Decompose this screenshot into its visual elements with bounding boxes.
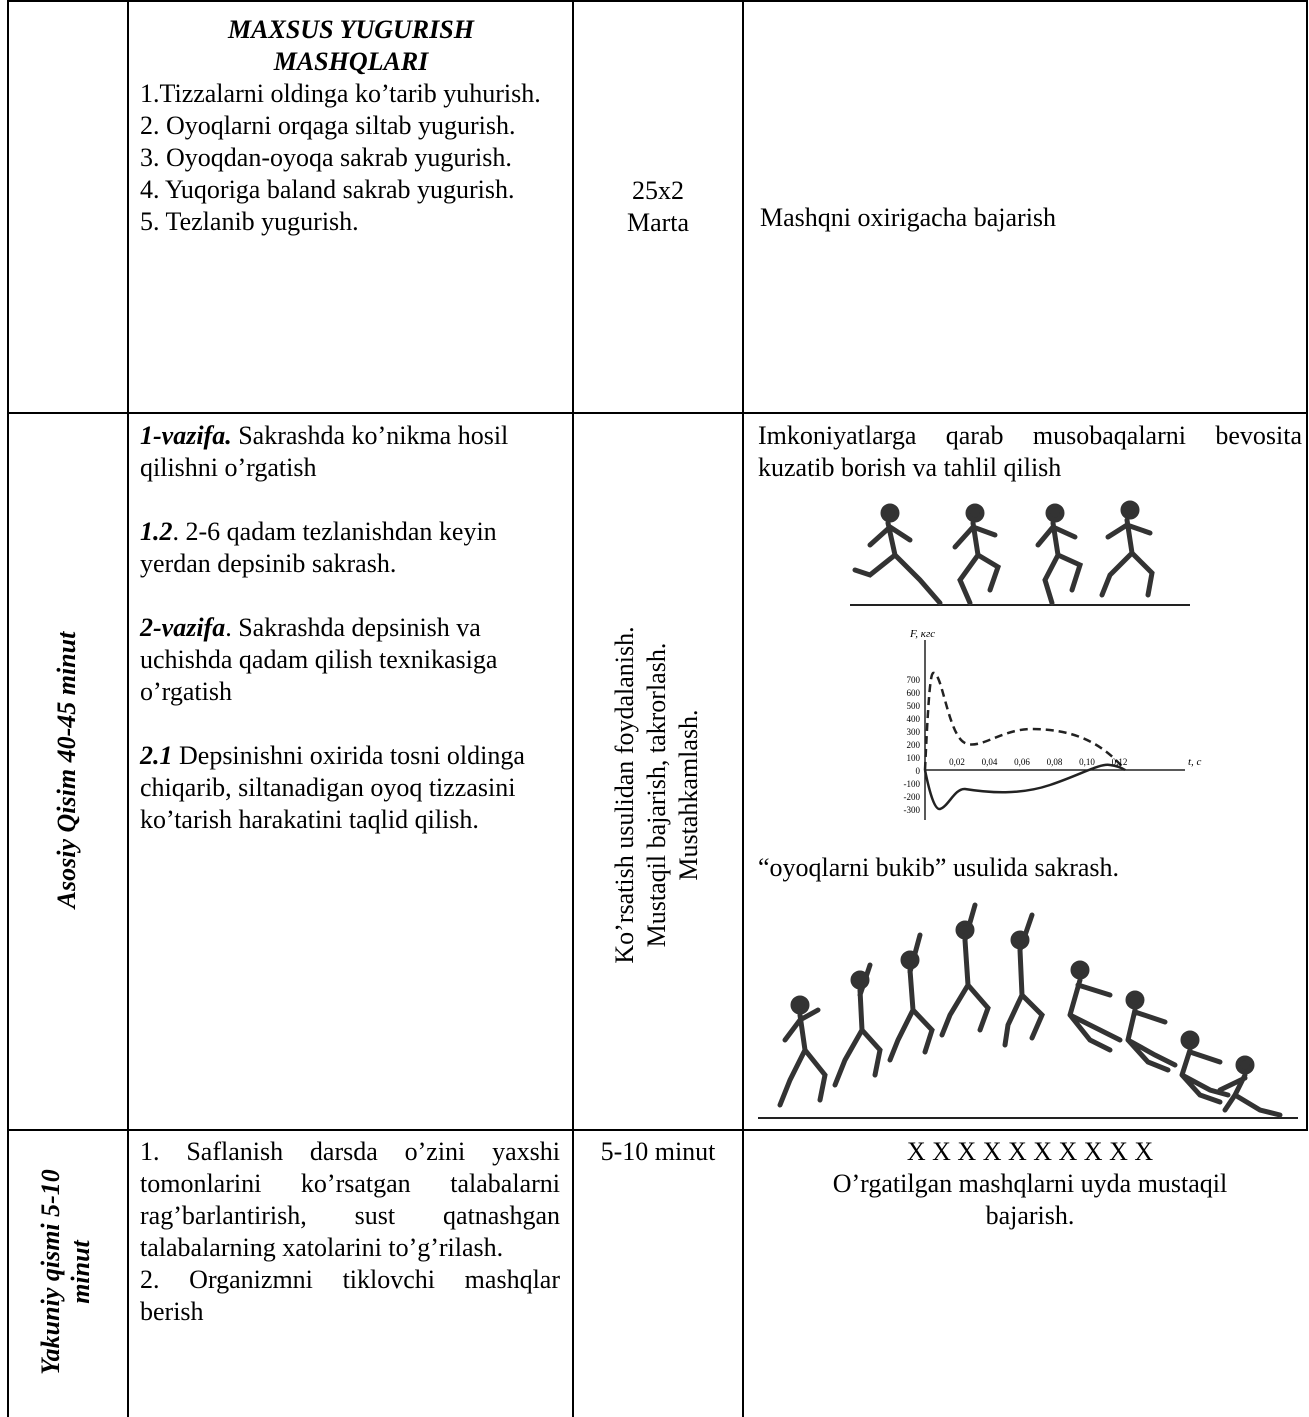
section-line: minut: [66, 1240, 95, 1304]
force-graph: F, кгс t, c 700 600 500 400 300 200 100 0 -100 -2…: [904, 628, 1202, 820]
graph-tick-label: 600: [907, 688, 921, 698]
task-text: . Sakrashda depsinish va uchishda qadam …: [140, 613, 498, 706]
graph-tick-label: 0,12: [1112, 757, 1128, 767]
runners-figure: [850, 500, 1190, 606]
section-label: Yakuniy qismi 5-10 minut: [36, 1169, 96, 1375]
note: “oyoqlarni bukib” usulida sakrash.: [758, 853, 1120, 882]
item: 1.Tizzalarni oldinga ko’tarib yuhurish.: [140, 79, 541, 108]
graph-tick-label: 500: [907, 701, 921, 711]
note: Imkoniyatlarga qarab musobaqalarni bevos…: [758, 421, 1302, 482]
note: Mashqni oxirigacha bajarish: [760, 203, 1057, 232]
border: [127, 0, 129, 1417]
section-line: Yakuniy qismi 5-10: [36, 1169, 65, 1375]
graph-tick-label: 0,10: [1079, 757, 1095, 767]
task-lead: 1.2: [140, 517, 173, 546]
dose-cell: 25x2 Marta: [574, 175, 742, 239]
notes-cell: Mashqni oxirigacha bajarish: [760, 202, 1300, 234]
method-cell: Ko’rsatish usulidan foydalanish. Mustaqi…: [609, 626, 705, 963]
graph-tick-label: -100: [904, 779, 921, 789]
item: 4. Yuqoriga baland sakrab yugurish.: [140, 175, 515, 204]
method: Ko’rsatish usulidan foydalanish.: [610, 626, 639, 964]
border: [7, 0, 9, 1417]
item: 3. Oyoqdan-oyoqa sakrab yugurish.: [140, 143, 512, 172]
method: Mustaqil bajarish, takrorlash.: [642, 642, 671, 948]
plan-cell: 1-vazifa. Sakrashda ko’nikma hosil qilis…: [140, 420, 560, 836]
graph-tick-label: 0,04: [982, 757, 998, 767]
graph-tick-label: 0,08: [1047, 757, 1063, 767]
dose: 25x2: [632, 176, 684, 205]
task-text: . 2-6 qadam tezlanishdan keyin yerdan de…: [140, 517, 497, 578]
graph-tick-label: -300: [904, 805, 921, 815]
notes-cell: X X X X X X X X X X O’rgatilgan mashqlar…: [760, 1136, 1300, 1232]
graph-tick-label: -200: [904, 792, 921, 802]
graph-tick-label: 300: [907, 727, 921, 737]
task: 1-vazifa. Sakrashda ko’nikma hosil qilis…: [140, 420, 560, 484]
item: 5. Tezlanib yugurish.: [140, 207, 359, 236]
graph-tick-label: 0: [916, 766, 921, 776]
method: Mustahkamlash.: [674, 709, 703, 881]
border: [8, 412, 1308, 414]
border: [8, 1129, 1308, 1131]
item: 2. Organizmni tiklovchi mashqlar berish: [140, 1265, 560, 1326]
border: [742, 0, 744, 1417]
plan-cell: 1. Saflanish darsda o’zini yaxshi tomonl…: [140, 1136, 560, 1328]
heading: MAXSUS YUGURISH MASHQLARI: [228, 15, 474, 76]
axis-label: t, c: [1188, 756, 1202, 768]
border: [572, 0, 574, 1417]
task-text: Depsinishni oxirida tosni oldinga chiqar…: [140, 741, 525, 834]
task: 2-vazifa. Sakrashda depsinish va uchishd…: [140, 612, 560, 708]
task: 1.2. 2-6 qadam tezlanishdan keyin yerdan…: [140, 516, 560, 580]
item: 1. Saflanish darsda o’zini yaxshi tomonl…: [140, 1137, 560, 1262]
graph-tick-label: 0,02: [949, 757, 965, 767]
task-lead: 2.1: [140, 741, 173, 770]
task: 2.1 Depsinishni oxirida tosni oldinga ch…: [140, 740, 560, 836]
dose: Marta: [626, 208, 690, 237]
graph-tick-label: 0,06: [1014, 757, 1030, 767]
dose: 5-10 minut: [600, 1137, 716, 1166]
task-lead: 2-vazifa: [140, 613, 226, 642]
task-lead: 1-vazifa.: [140, 421, 232, 450]
item: 2. Oyoqlarni orqaga siltab yugurish.: [140, 111, 516, 140]
border: [1306, 0, 1308, 1130]
plan-cell: MAXSUS YUGURISH MASHQLARI 1.Tizzalarni o…: [140, 14, 562, 238]
note: X X X X X X X X X X: [906, 1137, 1154, 1166]
graph-tick-label: 200: [907, 740, 921, 750]
jumpers-figure: [758, 902, 1298, 1119]
axis-label: F, кгс: [909, 628, 935, 640]
graph-tick-label: 100: [907, 753, 921, 763]
graph-tick-label: 400: [907, 714, 921, 724]
border: [8, 0, 1308, 2]
graph-tick-label: 700: [907, 675, 921, 685]
task-text: Sakrashda ko’nikma hosil qilishni o’rgat…: [140, 421, 509, 482]
section-label: Asosiy Qisim 40-45 minut: [52, 631, 81, 909]
note: O’rgatilgan mashqlarni uyda mustaqil baj…: [832, 1169, 1228, 1230]
